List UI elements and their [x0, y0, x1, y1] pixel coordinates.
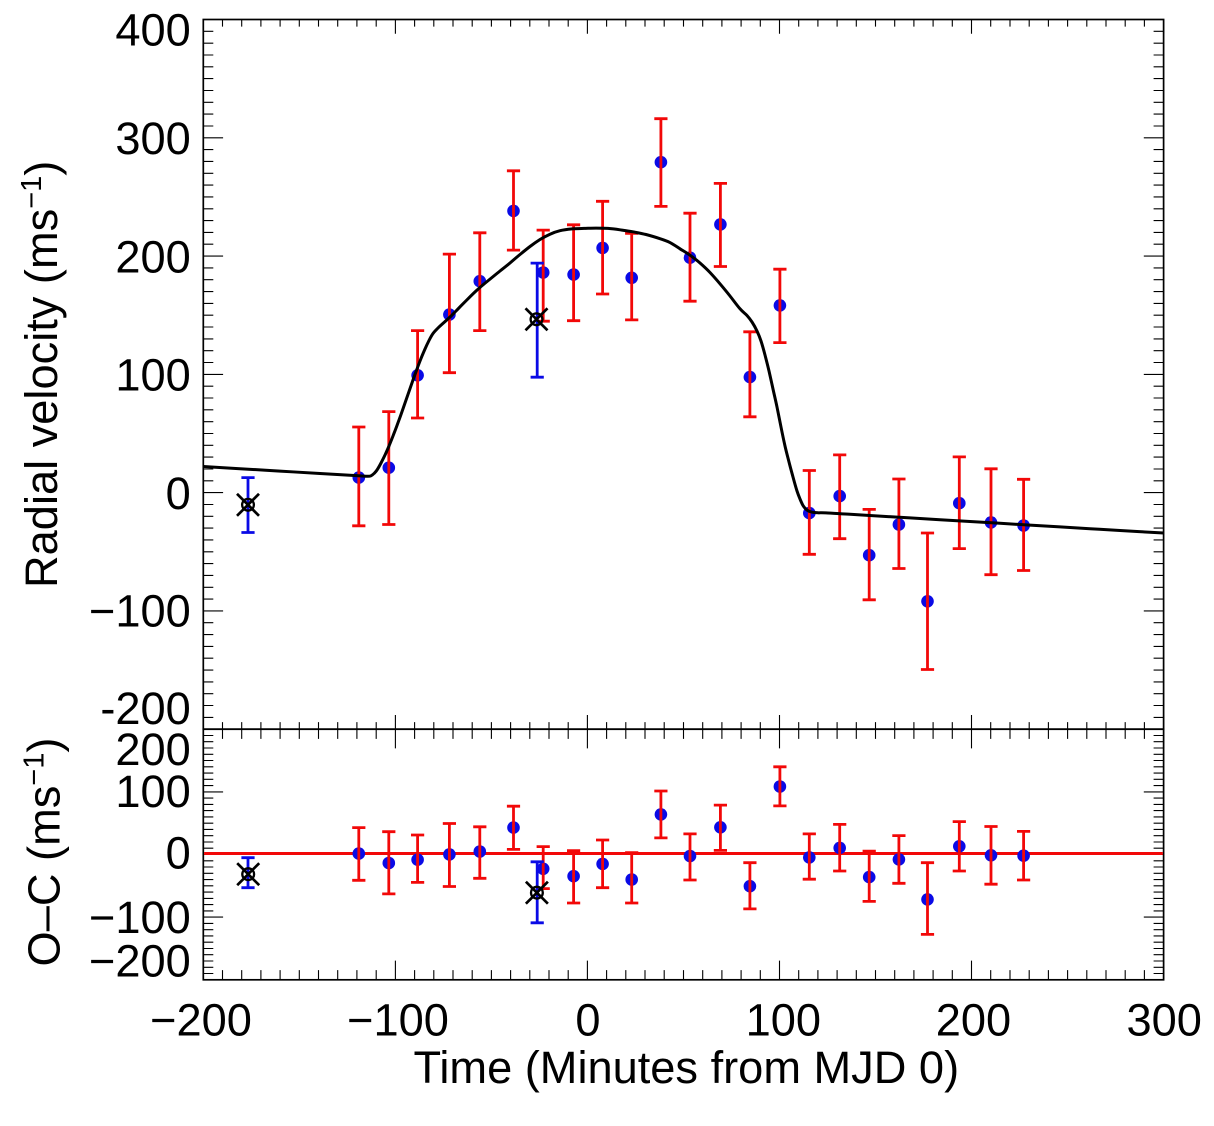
svg-text:−100: −100	[347, 995, 449, 1046]
svg-text:200: 200	[115, 231, 190, 282]
svg-text:400: 400	[115, 5, 190, 56]
svg-text:200: 200	[115, 724, 190, 775]
svg-text:300: 300	[1126, 995, 1201, 1046]
svg-text:−100: −100	[89, 586, 191, 637]
svg-text:Time (Minutes from MJD 0): Time (Minutes from MJD 0)	[413, 1042, 959, 1093]
svg-text:O–C (ms−1): O–C (ms−1)	[19, 738, 70, 967]
svg-text:−100: −100	[89, 892, 191, 943]
svg-text:100: 100	[746, 995, 821, 1046]
svg-text:-200: -200	[100, 683, 190, 734]
svg-text:0: 0	[166, 468, 191, 519]
svg-text:100: 100	[115, 766, 190, 817]
svg-text:0: 0	[575, 995, 600, 1046]
svg-text:0: 0	[166, 828, 191, 879]
svg-text:300: 300	[115, 113, 190, 164]
svg-text:−200: −200	[150, 995, 252, 1046]
svg-text:100: 100	[115, 350, 190, 401]
svg-text:−200: −200	[89, 935, 191, 986]
svg-text:Radial velocity (ms−1): Radial velocity (ms−1)	[16, 161, 67, 588]
svg-text:200: 200	[936, 995, 1011, 1046]
